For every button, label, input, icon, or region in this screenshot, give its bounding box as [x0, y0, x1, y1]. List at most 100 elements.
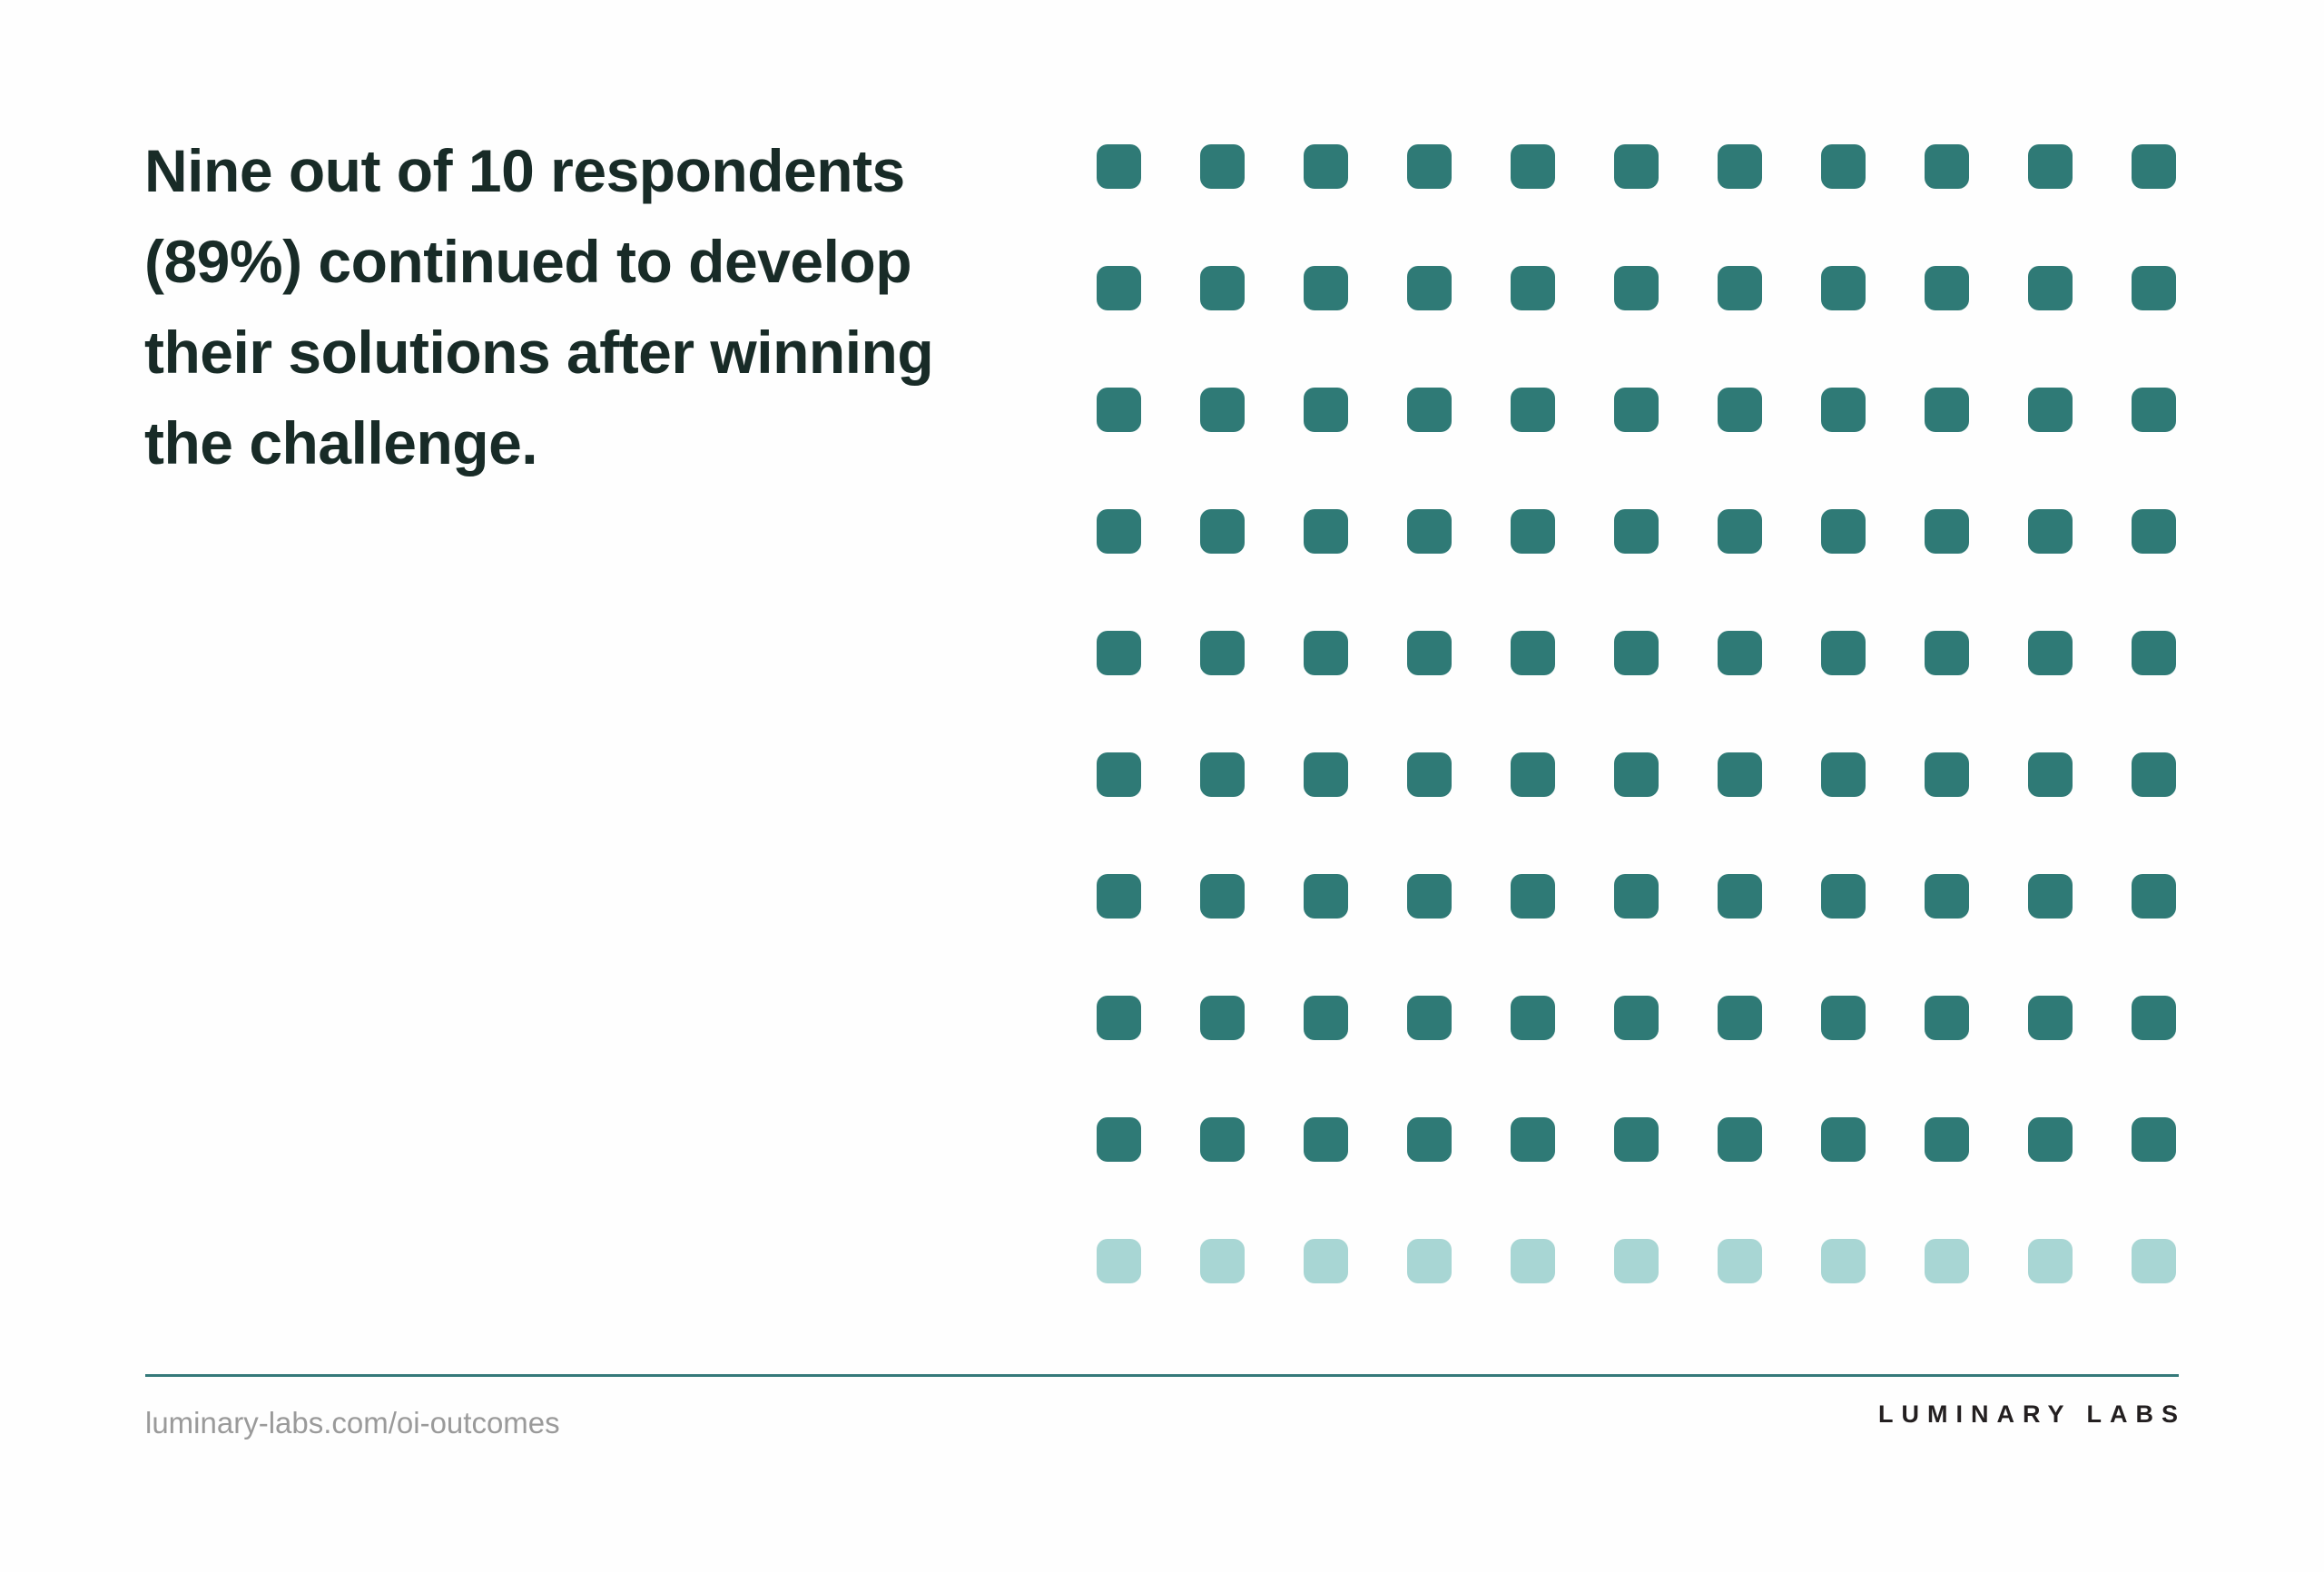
headline-line-3: their solutions after winning	[144, 319, 934, 386]
headline: Nine out of 10 respondents (89%) continu…	[144, 125, 934, 488]
headline-line-1: Nine out of 10 respondents	[144, 137, 905, 204]
waffle-cell-filled	[1304, 509, 1348, 554]
waffle-cell-filled	[1511, 996, 1555, 1040]
waffle-cell-unfilled	[1200, 1239, 1245, 1283]
waffle-cell-filled	[1304, 874, 1348, 919]
headline-line-2: (89%) continued to develop	[144, 228, 912, 295]
waffle-cell-unfilled	[1614, 1239, 1659, 1283]
waffle-cell-unfilled	[1407, 1239, 1452, 1283]
waffle-cell-unfilled	[2028, 1239, 2073, 1283]
waffle-cell-filled	[1407, 996, 1452, 1040]
waffle-cell-filled	[1614, 752, 1659, 797]
waffle-cell-filled	[2028, 144, 2073, 189]
waffle-cell-filled	[2028, 996, 2073, 1040]
waffle-cell-filled	[1200, 1117, 1245, 1162]
waffle-cell-filled	[1407, 266, 1452, 310]
waffle-cell-filled	[1097, 509, 1141, 554]
waffle-cell-filled	[2132, 874, 2176, 919]
waffle-cell-filled	[1304, 996, 1348, 1040]
waffle-cell-filled	[1718, 1117, 1762, 1162]
waffle-cell-filled	[1821, 752, 1866, 797]
waffle-cell-filled	[2132, 388, 2176, 432]
waffle-cell-filled	[1821, 144, 1866, 189]
waffle-cell-filled	[1097, 752, 1141, 797]
waffle-cell-filled	[1511, 1117, 1555, 1162]
waffle-cell-filled	[1200, 996, 1245, 1040]
waffle-cell-filled	[1304, 1117, 1348, 1162]
waffle-cell-filled	[1614, 388, 1659, 432]
waffle-cell-filled	[1407, 509, 1452, 554]
waffle-cell-filled	[2028, 266, 2073, 310]
waffle-cell-filled	[1511, 874, 1555, 919]
waffle-cell-filled	[1718, 631, 1762, 675]
waffle-cell-filled	[1614, 509, 1659, 554]
waffle-cell-filled	[1925, 1117, 1969, 1162]
waffle-cell-filled	[1925, 144, 1969, 189]
footer-url: luminary-labs.com/oi-outcomes	[145, 1406, 560, 1439]
waffle-cell-unfilled	[1925, 1239, 1969, 1283]
waffle-cell-filled	[1511, 752, 1555, 797]
waffle-cell-filled	[2028, 1117, 2073, 1162]
waffle-cell-filled	[2028, 509, 2073, 554]
waffle-cell-unfilled	[1718, 1239, 1762, 1283]
waffle-cell-filled	[1614, 874, 1659, 919]
waffle-cell-filled	[1097, 144, 1141, 189]
waffle-cell-filled	[1718, 996, 1762, 1040]
waffle-cell-filled	[1407, 388, 1452, 432]
waffle-cell-filled	[1821, 874, 1866, 919]
waffle-cell-unfilled	[1821, 1239, 1866, 1283]
waffle-cell-filled	[2132, 1117, 2176, 1162]
waffle-cell-filled	[1097, 996, 1141, 1040]
waffle-cell-filled	[1200, 144, 1245, 189]
waffle-cell-filled	[1200, 509, 1245, 554]
waffle-cell-filled	[1097, 388, 1141, 432]
waffle-cell-filled	[2132, 144, 2176, 189]
waffle-cell-filled	[1925, 631, 1969, 675]
waffle-cell-filled	[1614, 996, 1659, 1040]
waffle-cell-filled	[1407, 144, 1452, 189]
waffle-cell-filled	[1304, 266, 1348, 310]
waffle-cell-filled	[1407, 1117, 1452, 1162]
waffle-cell-filled	[2132, 996, 2176, 1040]
waffle-cell-filled	[2132, 752, 2176, 797]
waffle-cell-filled	[1614, 1117, 1659, 1162]
waffle-cell-filled	[1718, 144, 1762, 189]
waffle-cell-filled	[1511, 144, 1555, 189]
waffle-cell-filled	[1614, 631, 1659, 675]
waffle-cell-filled	[1718, 388, 1762, 432]
waffle-cell-filled	[1511, 509, 1555, 554]
waffle-cell-filled	[1821, 631, 1866, 675]
waffle-cell-filled	[1097, 631, 1141, 675]
waffle-cell-unfilled	[2132, 1239, 2176, 1283]
waffle-cell-filled	[1821, 266, 1866, 310]
waffle-cell-filled	[1304, 144, 1348, 189]
waffle-cell-filled	[1718, 509, 1762, 554]
waffle-cell-filled	[1200, 388, 1245, 432]
waffle-cell-filled	[1407, 631, 1452, 675]
waffle-cell-filled	[1200, 266, 1245, 310]
waffle-cell-filled	[1925, 266, 1969, 310]
waffle-cell-filled	[1511, 388, 1555, 432]
waffle-cell-filled	[1304, 388, 1348, 432]
waffle-cell-filled	[1718, 874, 1762, 919]
waffle-cell-filled	[1821, 996, 1866, 1040]
waffle-cell-filled	[1718, 752, 1762, 797]
waffle-cell-unfilled	[1304, 1239, 1348, 1283]
waffle-cell-filled	[1511, 266, 1555, 310]
waffle-cell-filled	[1821, 509, 1866, 554]
waffle-cell-filled	[1097, 874, 1141, 919]
waffle-cell-filled	[1614, 266, 1659, 310]
waffle-cell-filled	[1304, 752, 1348, 797]
waffle-chart	[1097, 144, 2176, 1283]
footer-divider	[145, 1374, 2179, 1377]
waffle-cell-filled	[2132, 631, 2176, 675]
waffle-cell-filled	[2028, 874, 2073, 919]
waffle-cell-unfilled	[1511, 1239, 1555, 1283]
waffle-cell-filled	[2028, 631, 2073, 675]
waffle-cell-filled	[2132, 266, 2176, 310]
waffle-cell-filled	[1925, 996, 1969, 1040]
waffle-cell-filled	[1407, 874, 1452, 919]
waffle-cell-filled	[1200, 752, 1245, 797]
waffle-cell-filled	[1821, 388, 1866, 432]
